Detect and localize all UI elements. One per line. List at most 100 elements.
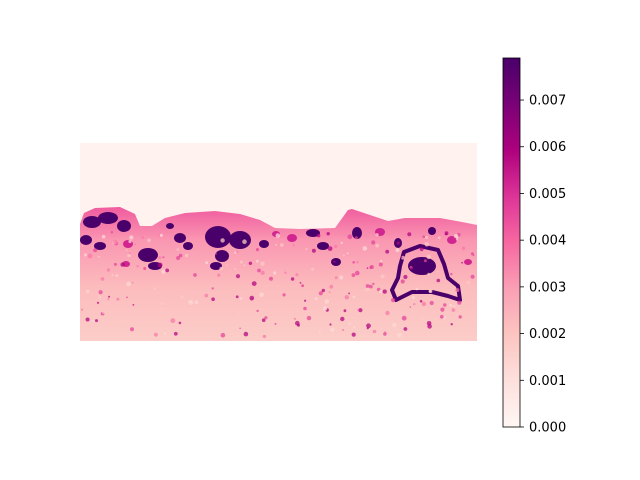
heatmap-speckle: [259, 292, 264, 298]
heatmap-speckle: [444, 233, 448, 236]
heatmap-hotspot: [174, 233, 186, 243]
heatmap-speckle: [324, 299, 330, 304]
heatmap-speckle: [180, 295, 184, 299]
colorbar-tick-label: 0.006: [529, 140, 566, 155]
heatmap-speckle: [87, 253, 93, 259]
heatmap-speckle: [420, 316, 424, 320]
colorbar: 0.000 0.001 0.002 0.003 0.004 0.005 0.006 0.007: [502, 57, 566, 436]
heatmap-speckle: [275, 244, 278, 246]
heatmap-speckle: [334, 276, 338, 280]
heatmap-speckle: [369, 265, 374, 269]
heatmap-speckle: [411, 296, 415, 300]
heatmap-speckle: [262, 334, 267, 339]
heatmap-speckle: [368, 284, 373, 289]
heatmap-speckle: [352, 261, 356, 264]
heatmap-speckle: [176, 256, 181, 260]
heatmap-speckle: [328, 291, 331, 294]
heatmap-speckle: [342, 328, 345, 332]
heatmap-speckle: [409, 306, 412, 308]
heatmap-hotspot: [317, 242, 329, 250]
heatmap-speckle: [205, 261, 209, 265]
heatmap-speckle: [107, 298, 110, 301]
heatmap-speckle: [219, 266, 223, 271]
heatmap-speckle: [132, 304, 135, 306]
heatmap-speckle: [400, 256, 403, 259]
heatmap-speckle: [290, 277, 295, 281]
heatmap-speckle: [340, 241, 343, 244]
heatmap-speckle: [273, 271, 277, 275]
heatmap-speckle: [407, 232, 412, 237]
heatmap-speckle: [108, 295, 111, 298]
heatmap-speckle: [226, 264, 228, 267]
heatmap-speckle: [333, 260, 336, 263]
heatmap-speckle: [366, 327, 369, 330]
heatmap-speckle: [220, 332, 226, 338]
heatmap-image: [80, 143, 477, 341]
heatmap-speckle: [163, 332, 167, 335]
heatmap-speckle: [95, 319, 98, 323]
heatmap-speckle: [260, 261, 265, 266]
heatmap-speckle: [81, 308, 84, 311]
heatmap-speckle: [413, 303, 416, 306]
heatmap-hotspot: [306, 229, 320, 237]
heatmap-speckle: [322, 306, 328, 311]
heatmap-speckle: [235, 274, 241, 279]
heatmap-speckle: [428, 289, 432, 293]
heatmap-speckle: [391, 298, 396, 303]
heatmap-speckle: [251, 281, 257, 286]
heatmap-speckle: [425, 235, 429, 239]
heatmap-speckle: [101, 310, 106, 314]
heatmap-hotspot: [229, 231, 251, 249]
heatmap-hotspot: [83, 216, 101, 228]
heatmap-speckle: [357, 308, 360, 311]
heatmap-speckle: [318, 291, 323, 296]
heatmap-speckle: [356, 260, 359, 264]
heatmap-hotspot: [331, 258, 341, 266]
heatmap-speckle: [385, 310, 390, 316]
heatmap-speckle: [470, 252, 474, 256]
heatmap-hotspot: [183, 242, 193, 250]
heatmap-speckle: [158, 256, 162, 260]
heatmap-speckle: [318, 331, 321, 334]
heatmap-speckle: [243, 331, 249, 337]
heatmap-hotspot: [98, 212, 118, 224]
heatmap-speckle: [383, 332, 387, 336]
heatmap-speckle: [340, 316, 345, 322]
heatmap-speckle: [235, 295, 239, 299]
heatmap-speckle: [424, 242, 430, 247]
heatmap-speckle: [403, 327, 408, 331]
heatmap-speckle: [466, 280, 470, 285]
heatmap-speckle: [269, 276, 273, 281]
heatmap-speckle: [84, 253, 87, 257]
heatmap-speckle: [433, 317, 438, 321]
heatmap-speckle: [154, 332, 158, 337]
heatmap-speckle: [282, 293, 286, 297]
heatmap-speckle: [451, 308, 456, 312]
heatmap-speckle: [97, 255, 100, 258]
heatmap-hotspot: [80, 235, 92, 245]
heatmap-speckle: [355, 270, 360, 276]
heatmap-speckle: [364, 288, 368, 292]
heatmap-speckle: [170, 318, 176, 324]
heatmap-speckle: [305, 248, 308, 251]
heatmap-hotspot: [215, 250, 229, 262]
heatmap-speckle: [457, 300, 462, 305]
colorbar-tick-label: 0.000: [529, 421, 566, 436]
heatmap-hotspot: [210, 262, 222, 270]
heatmap-speckle: [375, 243, 380, 248]
heatmap-speckle: [129, 235, 134, 240]
heatmap-speckle: [119, 319, 123, 323]
heatmap-speckle: [100, 277, 105, 281]
heatmap-speckle: [304, 299, 307, 302]
heatmap-speckle: [243, 264, 246, 267]
heatmap-speckle: [215, 253, 217, 255]
heatmap-speckle: [470, 274, 475, 279]
heatmap-speckle: [220, 238, 225, 243]
heatmap-speckle: [379, 260, 383, 263]
heatmap-speckle: [125, 249, 128, 252]
heatmap-speckle: [375, 233, 379, 237]
heatmap-speckle: [409, 266, 413, 270]
heatmap-speckle: [442, 316, 447, 320]
heatmap-speckle: [176, 248, 180, 251]
